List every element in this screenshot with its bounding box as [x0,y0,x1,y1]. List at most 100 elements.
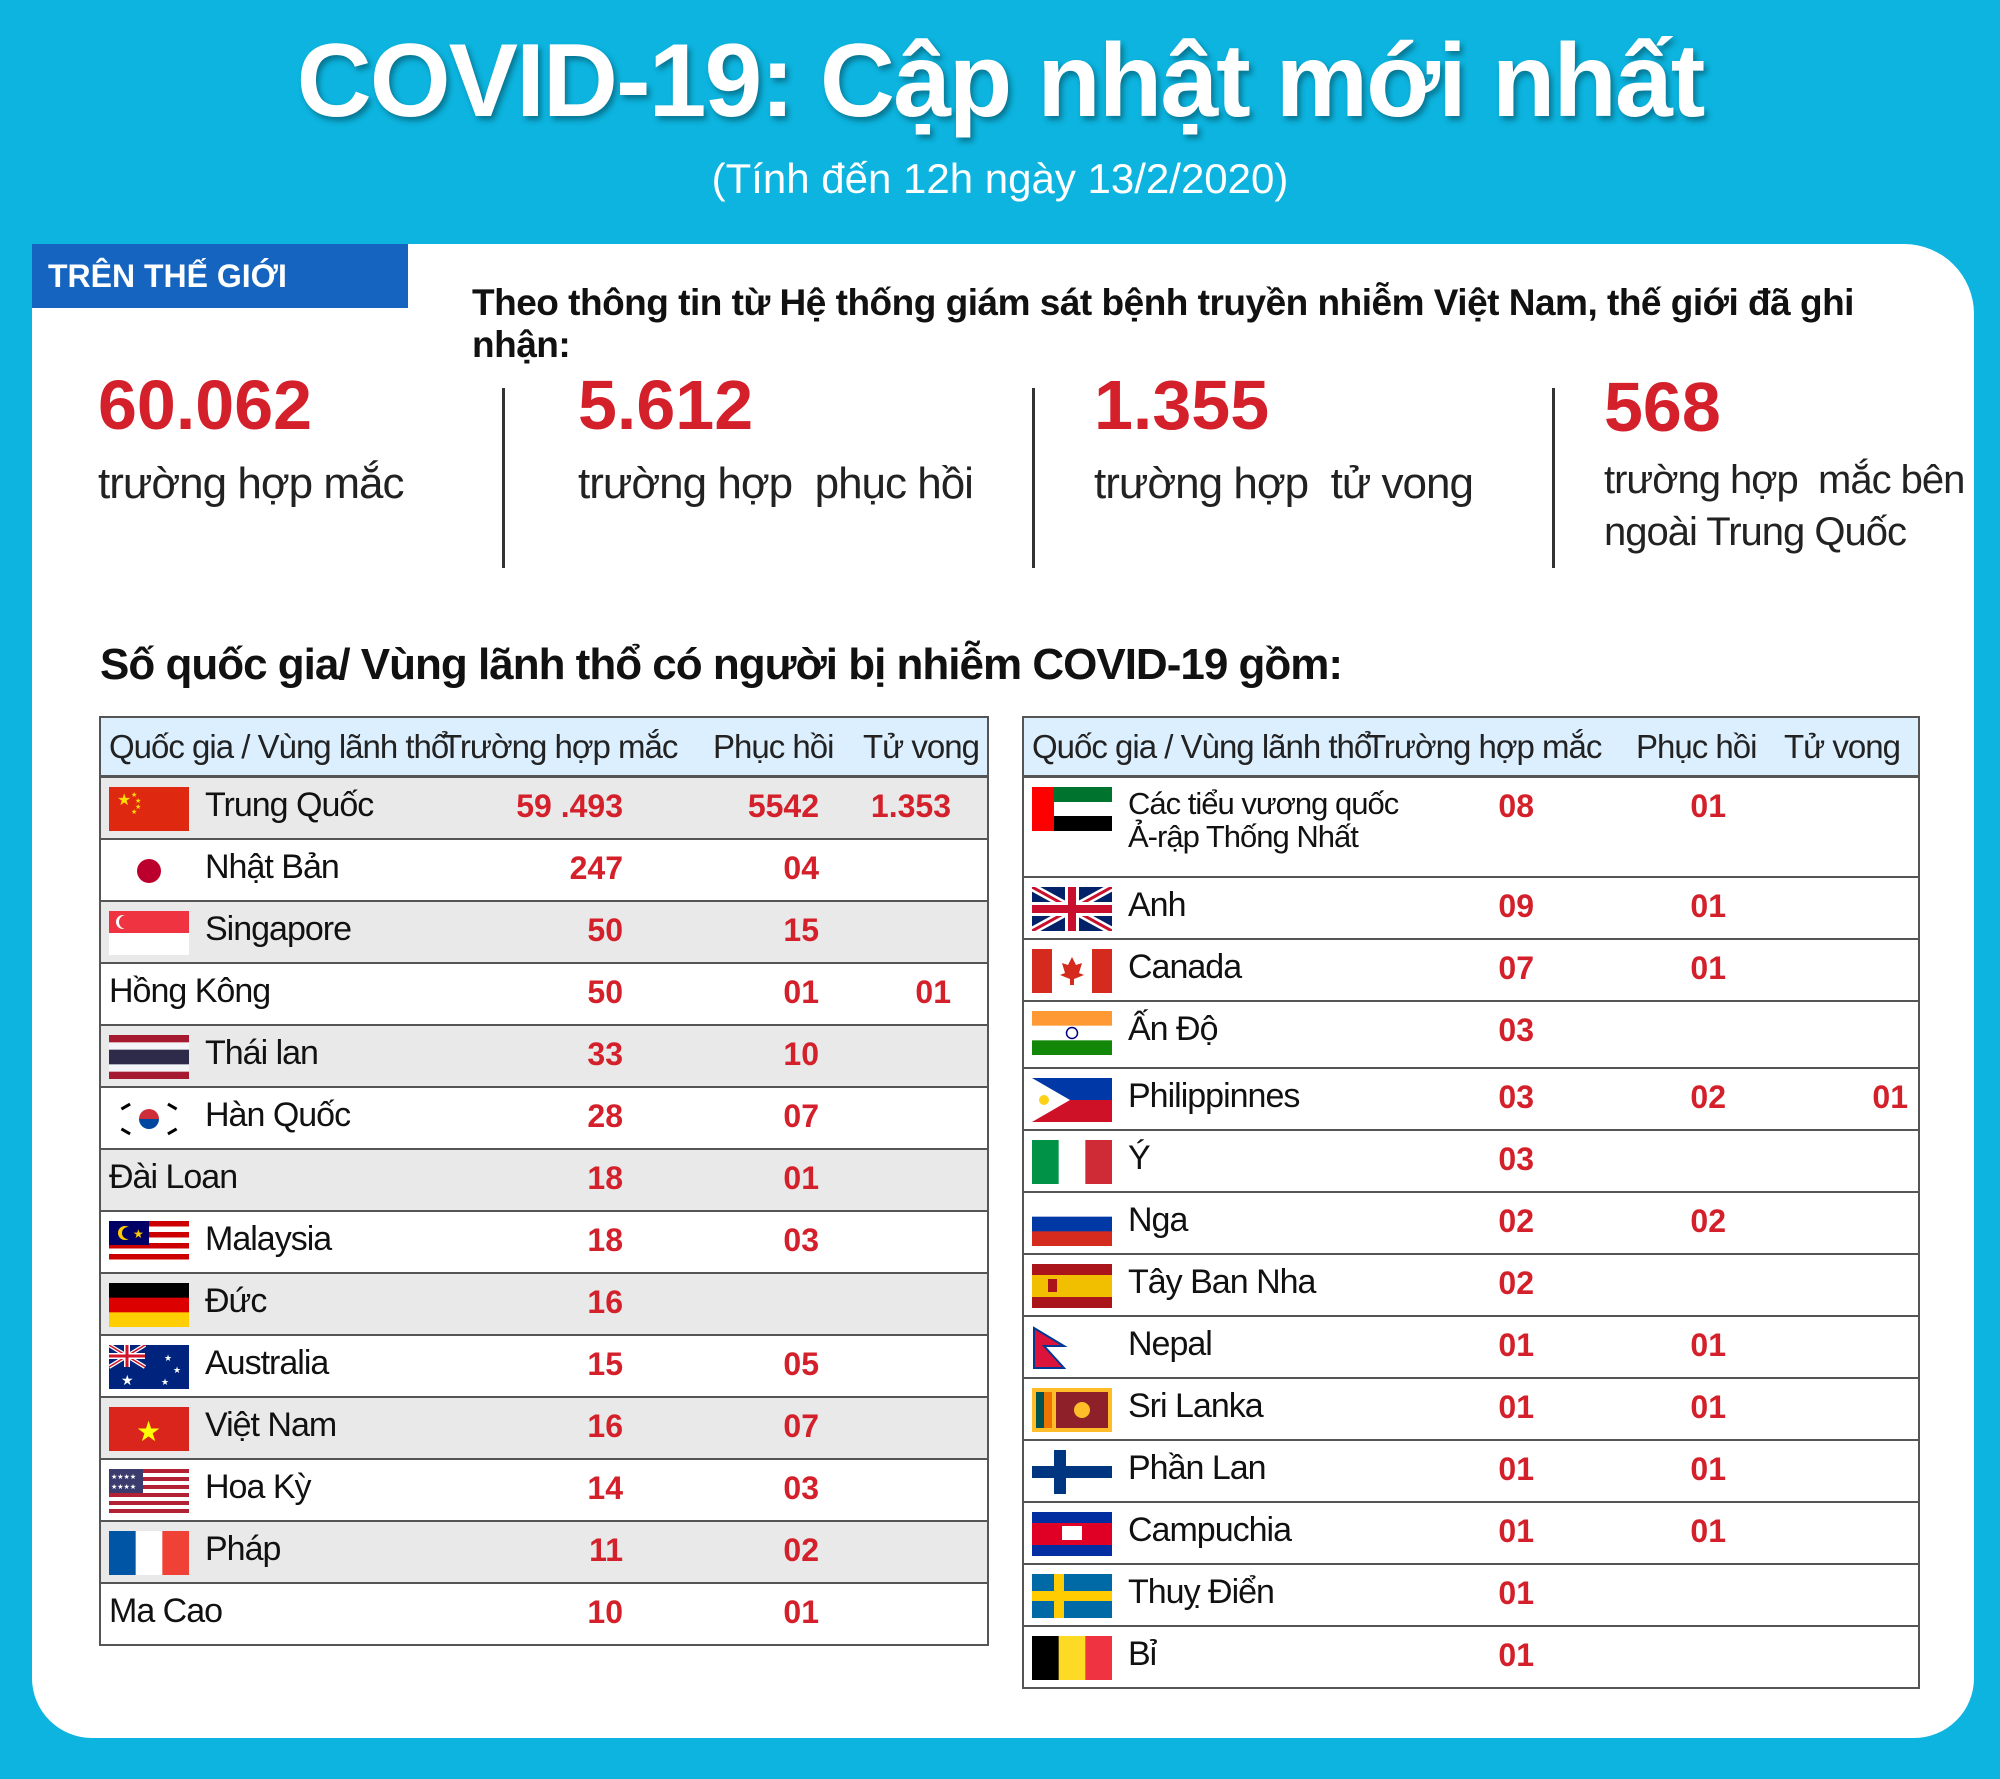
country-name: Hàn Quốc [205,1096,351,1134]
country-name: Australia [205,1344,329,1382]
country-name: Thuỵ Điển [1128,1573,1275,1611]
value-cases: 16 [587,1408,623,1444]
svg-text:★: ★ [173,1365,181,1375]
header-cases: Trường hợp mắc [442,728,678,765]
value-cases: 01 [1498,1513,1534,1549]
header-recovered: Phục hồi [1636,728,1757,765]
divider [502,388,505,568]
table-row: Philippinnes 03 02 01 [1024,1069,1918,1131]
value-cases: 01 [1498,1575,1534,1611]
value-recovered: 5542 [747,788,819,824]
page-subtitle: (Tính đến 12h ngày 13/2/2020) [711,155,1289,202]
header-recovered: Phục hồi [713,728,834,765]
country-name: Tây Ban Nha [1128,1263,1316,1301]
country-name: Hồng Kông [109,972,271,1010]
country-name: Canada [1128,948,1242,986]
svg-text:★: ★ [161,1377,169,1387]
value-recovered: 01 [783,1160,819,1196]
stat-label: trường hợp tử vong [1094,459,1474,508]
italy-flag [1032,1140,1112,1184]
stat-label: trường hợp mắc [98,459,404,508]
stat-value: 1.355 [1094,366,1270,444]
country-name: Campuchia [1128,1511,1292,1549]
section-tag: TRÊN THẾ GIỚI [32,244,408,308]
value-recovered: 01 [1690,1513,1726,1549]
country-name: Ấn Độ [1128,1010,1218,1048]
value-recovered: 01 [1690,1451,1726,1487]
value-cases: 01 [1498,1389,1534,1425]
value-cases: 08 [1498,788,1534,824]
table-row: Nga 02 02 [1024,1193,1918,1255]
table-row: Đài Loan 18 01 [101,1150,987,1212]
table-row: Ma Cao 10 01 [101,1584,987,1646]
usa-flag: ★★★★ ★★★★ [109,1469,189,1513]
country-name: Các tiểu vương quốc Ả-rập Thống Nhất [1128,786,1399,854]
table-row: Canada 07 01 [1024,940,1918,1002]
canada-flag [1032,949,1112,993]
header-deaths: Tử vong [863,728,980,765]
value-cases: 03 [1498,1141,1534,1177]
france-flag [109,1531,189,1575]
table-header: Quốc gia / Vùng lãnh thổ Trường hợp mắc … [1024,716,1918,778]
table-row: Singapore 50 15 [101,902,987,964]
countries-table-left: Quốc gia / Vùng lãnh thổ Trường hợp mắc … [99,716,989,1646]
header-country: Quốc gia / Vùng lãnh thổ [1032,728,1372,765]
table-row: Thuỵ Điển 01 [1024,1565,1918,1627]
sweden-flag [1032,1574,1112,1618]
value-cases: 07 [1498,950,1534,986]
table-row: Phần Lan 01 01 [1024,1441,1918,1503]
svg-text:★: ★ [135,803,141,811]
svg-text:★: ★ [117,792,131,809]
table-row: Tây Ban Nha 02 [1024,1255,1918,1317]
value-cases: 03 [1498,1012,1534,1048]
value-cases: 16 [587,1284,623,1320]
table-row: ★ ★ ★ ★ Australia 15 05 [101,1336,987,1398]
value-deaths: 01 [915,974,951,1010]
value-recovered: 02 [1690,1203,1726,1239]
value-recovered: 07 [783,1098,819,1134]
country-name: Đài Loan [109,1158,238,1196]
value-recovered: 01 [783,974,819,1010]
countries-table-right: Quốc gia / Vùng lãnh thổ Trường hợp mắc … [1022,716,1920,1689]
srilanka-flag [1032,1388,1112,1432]
stat-value: 568 [1604,368,1721,446]
australia-flag: ★ ★ ★ ★ [109,1345,189,1389]
content-panel [32,244,1974,1738]
korea-flag [109,1097,189,1141]
china-flag: ★ ★ ★ ★ ★ [109,787,189,831]
value-cases: 247 [569,850,623,886]
value-cases: 02 [1498,1265,1534,1301]
value-cases: 28 [587,1098,623,1134]
table-row: Các tiểu vương quốc Ả-rập Thống Nhất 08 01 [1024,778,1918,878]
table-row: Sri Lanka 01 01 [1024,1379,1918,1441]
country-name: Hoa Kỳ [205,1468,311,1506]
stat-value: 60.062 [98,366,313,444]
value-deaths: 1.353 [870,788,951,824]
stat-label-line: ngoài Trung Quốc [1604,510,1907,554]
value-cases: 10 [587,1594,623,1630]
country-name: Sri Lanka [1128,1387,1264,1425]
stat-label: trường hợp phục hồi [578,459,974,508]
country-name: Ma Cao [109,1592,223,1630]
belgium-flag [1032,1636,1112,1680]
country-name: Philippinnes [1128,1077,1300,1115]
table-row: Thái lan 33 10 [101,1026,987,1088]
header-country: Quốc gia / Vùng lãnh thổ [109,728,449,765]
value-recovered: 02 [783,1532,819,1568]
stat-cases: 60.062 trường hợp mắc [98,370,404,511]
value-recovered: 01 [1690,888,1726,924]
value-cases: 11 [589,1532,623,1568]
svg-text:★: ★ [135,797,141,805]
stat-label-line: trường hợp mắc bên [1604,458,1965,502]
table-row: Ý 03 [1024,1131,1918,1193]
intro-text: Theo thông tin từ Hệ thống giám sát bệnh… [472,282,1854,365]
svg-text:★★★★: ★★★★ [111,1483,136,1491]
stat-outside-china: 568 trường hợp mắc bên ngoài Trung Quốc [1604,368,1965,558]
country-name: Malaysia [205,1220,332,1258]
stat-deaths: 1.355 trường hợp tử vong [1094,366,1474,511]
value-recovered: 01 [1690,788,1726,824]
table-row: Nhật Bản 247 04 [101,840,987,902]
table-row: ★★★★ ★★★★ Hoa Kỳ 14 03 [101,1460,987,1522]
svg-text:★: ★ [131,791,137,799]
table-row: Bỉ 01 [1024,1627,1918,1689]
